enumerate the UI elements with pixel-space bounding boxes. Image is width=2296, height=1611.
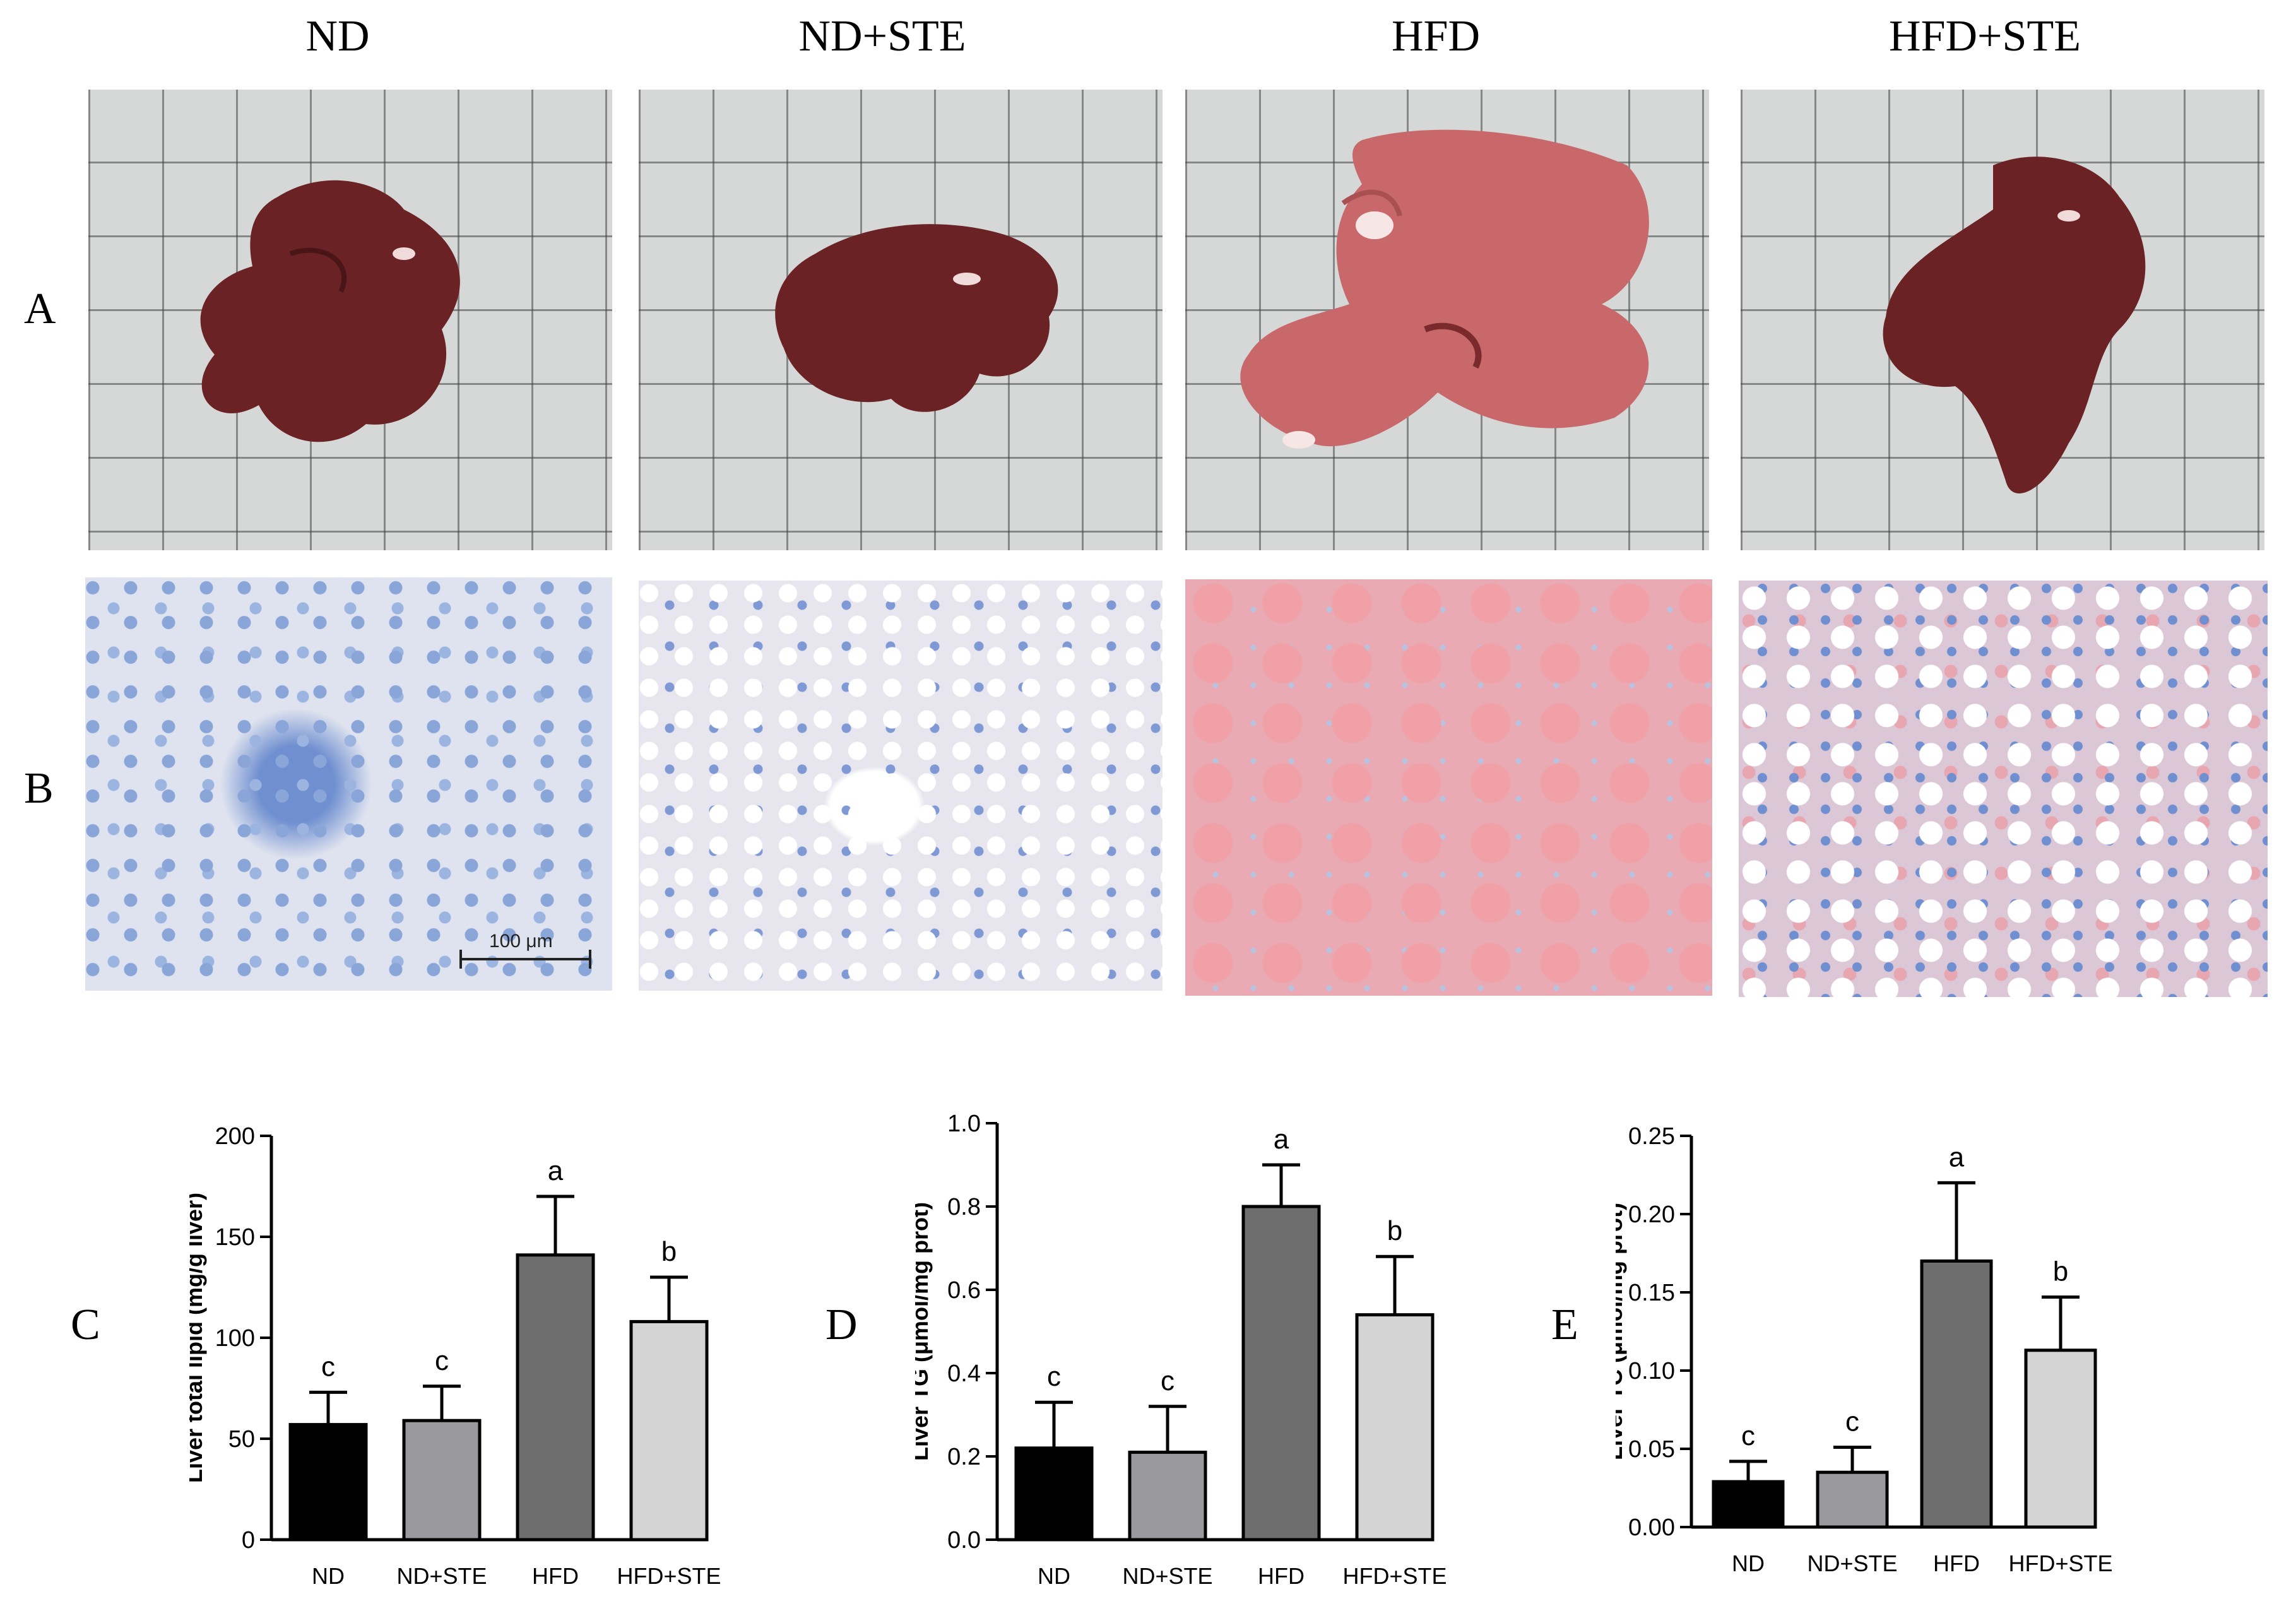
histology-hfd-ste	[1739, 581, 2268, 997]
y-axis-label: Liver TG (μmol/mg prot)	[915, 1202, 933, 1461]
bar	[516, 1253, 595, 1542]
bar	[2024, 1348, 2097, 1529]
significance-letter: b	[1387, 1215, 1402, 1246]
significance-letter: c	[1845, 1407, 1859, 1437]
bar	[1712, 1480, 1785, 1529]
x-tick-label: ND	[1038, 1563, 1070, 1589]
chart-liver-tc: 0.00 0.05 0.10 0.15 0.20 0.25 Liver TC (μmol/m…	[1616, 1123, 2113, 1576]
x-tick-label: HFD	[1258, 1563, 1305, 1589]
y-tick-label: 1.0	[947, 1111, 981, 1137]
significance-letter: a	[1274, 1124, 1289, 1155]
x-tick-label: ND+STE	[396, 1563, 487, 1589]
bar	[1241, 1205, 1321, 1542]
y-tick-label: 0.0	[947, 1527, 981, 1554]
panel-label-e: E	[1551, 1301, 1578, 1349]
y-axis-label: Liver TC (μmol/mg prot)	[1616, 1203, 1627, 1460]
scale-bar	[459, 950, 591, 969]
column-title-hfd: HFD	[1391, 12, 1481, 61]
bar	[1355, 1313, 1435, 1542]
significance-letter: c	[1047, 1361, 1061, 1392]
row-label-a: A	[24, 285, 56, 333]
bar	[1920, 1259, 1993, 1529]
x-tick-label: ND	[312, 1563, 345, 1589]
bar	[629, 1319, 709, 1542]
y-tick-label: 0.00	[1628, 1514, 1675, 1541]
significance-letter: c	[1161, 1366, 1175, 1396]
scale-bar-label: 100 μm	[489, 931, 553, 952]
x-tick-label: HFD+STE	[1342, 1563, 1447, 1589]
x-tick-label: HFD	[532, 1563, 579, 1589]
y-tick-label: 0.20	[1628, 1201, 1675, 1228]
x-tick-label: HFD+STE	[617, 1563, 721, 1589]
bar	[1816, 1470, 1889, 1529]
liver-photo-nd-ste	[639, 90, 1163, 550]
y-tick-label: 0.4	[947, 1360, 981, 1387]
column-title-nd: ND	[305, 12, 370, 61]
significance-letter: c	[321, 1351, 335, 1382]
y-axis-label: Liver total lipid (mg/g liver)	[189, 1193, 207, 1483]
y-tick-label: 0	[242, 1527, 255, 1554]
histology-hfd	[1185, 579, 1712, 996]
panel-label-c: C	[71, 1301, 100, 1349]
x-tick-label: ND	[1732, 1550, 1765, 1576]
liver-photo-hfd	[1185, 90, 1709, 550]
y-tick-label: 0.2	[947, 1444, 981, 1470]
column-title-nd-ste: ND+STE	[798, 12, 966, 61]
significance-letter: c	[1741, 1420, 1755, 1451]
panel-label-d: D	[825, 1301, 858, 1349]
y-tick-label: 100	[215, 1325, 255, 1352]
bar	[288, 1423, 368, 1542]
x-tick-label: ND+STE	[1807, 1550, 1897, 1576]
significance-letter: a	[1949, 1142, 1965, 1172]
y-tick-label: 50	[228, 1426, 255, 1453]
significance-letter: b	[661, 1236, 677, 1267]
chart-liver-tg: 0.0 0.2 0.4 0.6 0.8 1.0 Liver TG (μmol/mg prot…	[915, 1111, 1447, 1589]
significance-letter: a	[548, 1155, 564, 1186]
y-tick-label: 200	[215, 1123, 255, 1150]
bar	[1128, 1450, 1207, 1542]
liver-shape-nd-ste	[775, 224, 1058, 412]
y-tick-label: 0.05	[1628, 1436, 1675, 1463]
column-title-hfd-ste: HFD+STE	[1889, 12, 2081, 61]
x-tick-label: ND+STE	[1122, 1563, 1212, 1589]
significance-letter: b	[2053, 1256, 2068, 1287]
y-tick-label: 150	[215, 1224, 255, 1251]
liver-shape-hfd-ste	[1883, 156, 2146, 494]
bar	[402, 1419, 482, 1542]
bar	[1014, 1446, 1094, 1542]
row-label-b: B	[24, 764, 54, 813]
liver-photo-nd	[88, 90, 612, 550]
y-tick-label: 0.15	[1628, 1280, 1675, 1306]
histology-nd: 100 μm	[85, 577, 612, 991]
significance-letter: c	[435, 1345, 449, 1376]
y-tick-label: 0.25	[1628, 1123, 1675, 1150]
y-tick-label: 0.10	[1628, 1358, 1675, 1384]
y-tick-label: 0.8	[947, 1194, 981, 1220]
histology-nd-ste	[639, 581, 1163, 991]
y-tick-label: 0.6	[947, 1277, 981, 1304]
chart-liver-total-lipid: 0 50 100 150 200 Liver total lipid (mg/g live…	[189, 1123, 721, 1589]
liver-shape-hfd	[1240, 129, 1649, 449]
liver-shape-nd	[200, 180, 460, 442]
x-tick-label: HFD	[1933, 1550, 1980, 1576]
x-tick-label: HFD+STE	[2008, 1550, 2112, 1576]
liver-photo-hfd-ste	[1741, 90, 2264, 550]
